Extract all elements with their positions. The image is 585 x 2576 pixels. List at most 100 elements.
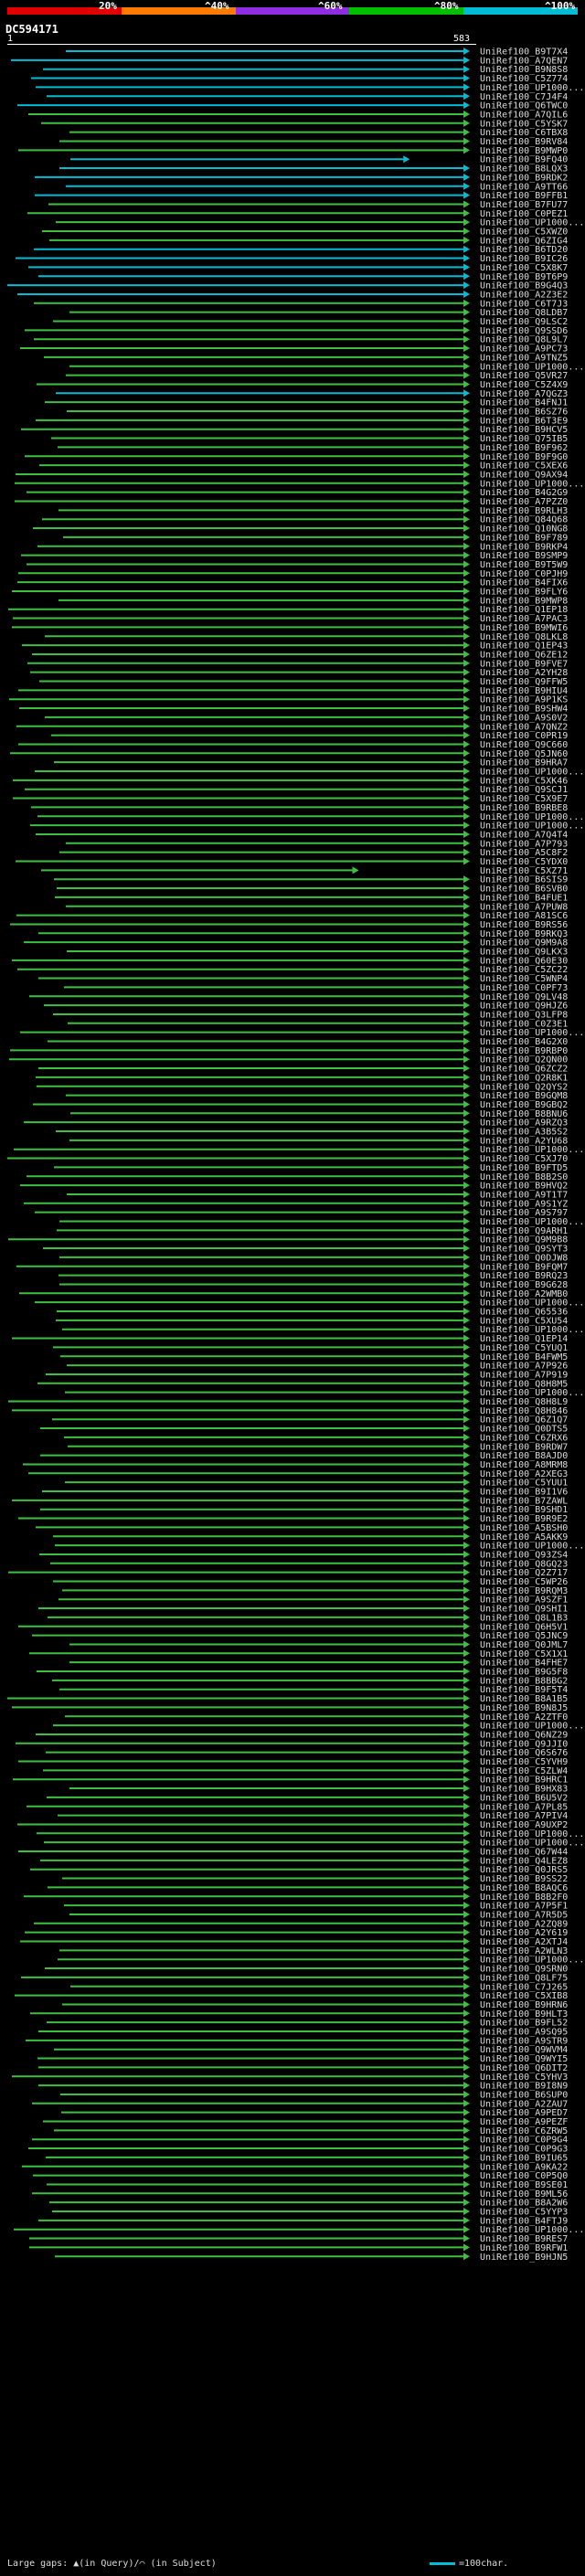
hit-label[interactable]: UniRef100_Q1EP14 [480,1334,568,1344]
hit-label[interactable]: UniRef100_C0P5Q0 [480,2171,568,2181]
hit-label[interactable]: UniRef100_A2WMB0 [480,1289,568,1299]
hit-label[interactable]: UniRef100_A2ZAU7 [480,2099,568,2109]
hit-label[interactable]: UniRef100_A9PEZF [480,2117,568,2127]
hit-label[interactable]: UniRef100_A9PC73 [480,345,568,355]
hit-label[interactable]: UniRef100_A7PAC3 [480,614,568,624]
hit-label[interactable]: UniRef100_B9HRN6 [480,2000,568,2010]
hit-label[interactable]: UniRef100_B9FQM7 [480,1262,568,1272]
hit-label[interactable]: UniRef100_B6SUP0 [480,2090,568,2100]
hit-label[interactable]: UniRef100_C5XZ71 [480,866,568,876]
hit-label[interactable]: UniRef100_B9HIU4 [480,686,568,696]
hit-label[interactable]: UniRef100_B9FQ40 [480,155,568,165]
hit-label[interactable]: UniRef100_C5X9E7 [480,794,568,804]
hit-label[interactable]: UniRef100_B9HRC1 [480,1776,568,1786]
hit-label[interactable]: UniRef100_B9RFW1 [480,2243,568,2253]
hit-label[interactable]: UniRef100_C5ZC22 [480,965,568,975]
hit-label[interactable]: UniRef100_C5YVH9 [480,1757,568,1767]
hit-label[interactable]: UniRef100_A3B5S2 [480,1128,568,1138]
hit-label[interactable]: UniRef100_B4G2G9 [480,488,568,498]
hit-label[interactable]: UniRef100_Q8H846 [480,1406,568,1416]
hit-label[interactable]: UniRef100_A9S1YZ [480,1199,568,1209]
hit-label[interactable]: UniRef100_UP1000... [480,2225,584,2235]
hit-label[interactable]: UniRef100_UP1000... [480,1839,584,1849]
hit-label[interactable]: UniRef100_B9SMP9 [480,551,568,561]
hit-label[interactable]: UniRef100_C5Z4X9 [480,380,568,390]
hit-label[interactable]: UniRef100_Q6ZIG4 [480,236,568,246]
hit-label[interactable]: UniRef100_C0P9G4 [480,2136,568,2146]
hit-label[interactable]: UniRef100_A9T1T7 [480,1190,568,1200]
hit-label[interactable]: UniRef100_B9T7X4 [480,48,568,58]
hit-label[interactable]: UniRef100_Q1EP18 [480,605,568,615]
hit-label[interactable]: UniRef100_Q93ZS4 [480,1550,568,1560]
hit-label[interactable]: UniRef100_C6TBX8 [480,128,568,138]
hit-label[interactable]: UniRef100_A5C8F2 [480,848,568,858]
hit-label[interactable]: UniRef100_Q0JRS5 [480,1865,568,1875]
hit-label[interactable]: UniRef100_Q9LKX3 [480,948,568,958]
hit-label[interactable]: UniRef100_A2Y619 [480,1928,568,1938]
hit-label[interactable]: UniRef100_Q8H8M5 [480,1379,568,1389]
hit-label[interactable]: UniRef100_A9STR9 [480,2036,568,2046]
hit-label[interactable]: UniRef100_B7ZAWL [480,1496,568,1506]
hit-label[interactable]: UniRef100_Q9FFW5 [480,677,568,687]
hit-label[interactable]: UniRef100_Q9WVM4 [480,2045,568,2055]
hit-label[interactable]: UniRef100_UP1000... [480,822,584,832]
hit-label[interactable]: UniRef100_C0P9G3 [480,2145,568,2155]
hit-label[interactable]: UniRef100_UP1000... [480,1217,584,1227]
hit-label[interactable]: UniRef100_C6ZRW5 [480,2126,568,2136]
hit-label[interactable]: UniRef100_C6T7J3 [480,299,568,309]
hit-label[interactable]: UniRef100_C5XU54 [480,1316,568,1326]
hit-label[interactable]: UniRef100_A2WLN3 [480,1946,568,1956]
hit-label[interactable]: UniRef100_Q6S676 [480,1748,568,1758]
hit-label[interactable]: UniRef100_Q9JJI0 [480,1739,568,1749]
hit-label[interactable]: UniRef100_B9RKP4 [480,542,568,552]
hit-label[interactable]: UniRef100_A9TNZ5 [480,353,568,363]
hit-label[interactable]: UniRef100_B4G2X0 [480,1037,568,1047]
hit-label[interactable]: UniRef100_Q3LFP8 [480,1010,568,1020]
hit-label[interactable]: UniRef100_Q75IB5 [480,434,568,444]
hit-label[interactable]: UniRef100_A2XEG3 [480,1469,568,1479]
hit-label[interactable]: UniRef100_Q6ZE12 [480,650,568,660]
hit-label[interactable]: UniRef100_B9HX83 [480,1785,568,1795]
hit-label[interactable]: UniRef100_Q5JNC9 [480,1631,568,1641]
hit-label[interactable]: UniRef100_A2Z3E2 [480,290,568,300]
hit-label[interactable]: UniRef100_Q9WYI5 [480,2054,568,2064]
hit-label[interactable]: UniRef100_B8LQX3 [480,164,568,175]
hit-label[interactable]: UniRef100_UP1000... [480,218,584,228]
hit-label[interactable]: UniRef100_UP1000... [480,812,584,822]
hit-label[interactable]: UniRef100_A81SC6 [480,911,568,921]
hit-label[interactable]: UniRef100_C5XK46 [480,776,568,786]
hit-label[interactable]: UniRef100_Q9C660 [480,740,568,750]
hit-label[interactable]: UniRef100_B9RQ23 [480,1271,568,1281]
hit-label[interactable]: UniRef100_B9FFB1 [480,191,568,201]
hit-label[interactable]: UniRef100_A9S0V2 [480,713,568,723]
hit-label[interactable]: UniRef100_C0PF73 [480,983,568,993]
hit-label[interactable]: UniRef100_B9RKQ3 [480,929,568,939]
hit-label[interactable]: UniRef100_B9IU65 [480,2153,568,2163]
hit-label[interactable]: UniRef100_Q9SRN0 [480,1965,568,1975]
hit-label[interactable]: UniRef100_B9G5F8 [480,1668,568,1678]
hit-label[interactable]: UniRef100_C5X1X1 [480,1649,568,1659]
hit-label[interactable]: UniRef100_C5Z774 [480,74,568,84]
hit-label[interactable]: UniRef100_C5YDX0 [480,857,568,867]
hit-label[interactable]: UniRef100_B9FLY6 [480,588,568,598]
hit-label[interactable]: UniRef100_C0PEZ1 [480,209,568,219]
hit-label[interactable]: UniRef100_C0PR19 [480,731,568,741]
hit-label[interactable]: UniRef100_C5XIB8 [480,1991,568,2001]
hit-label[interactable]: UniRef100_B6U5V2 [480,1793,568,1803]
hit-label[interactable]: UniRef100_Q9SCJ1 [480,785,568,795]
hit-label[interactable]: UniRef100_UP1000... [480,1542,584,1552]
hit-label[interactable]: UniRef100_B9IC26 [480,254,568,264]
hit-label[interactable]: UniRef100_B9F9G0 [480,452,568,462]
hit-label[interactable]: UniRef100_A9RZQ3 [480,1118,568,1129]
hit-label[interactable]: UniRef100_Q9ARH1 [480,1226,568,1236]
hit-label[interactable]: UniRef100_B9RES7 [480,2234,568,2244]
hit-label[interactable]: UniRef100_Q9LSC2 [480,317,568,327]
hit-label[interactable]: UniRef100_C7J265 [480,1982,568,1992]
hit-label[interactable]: UniRef100_B9RQM3 [480,1586,568,1596]
hit-label[interactable]: UniRef100_B8A1B5 [480,1694,568,1704]
hit-label[interactable]: UniRef100_B9FL52 [480,2019,568,2029]
hit-label[interactable]: UniRef100_B9F962 [480,443,568,453]
hit-label[interactable]: UniRef100_Q6NZ29 [480,1730,568,1740]
hit-label[interactable]: UniRef100_B9HLT3 [480,2009,568,2019]
hit-label[interactable]: UniRef100_Q9M9A8 [480,938,568,949]
